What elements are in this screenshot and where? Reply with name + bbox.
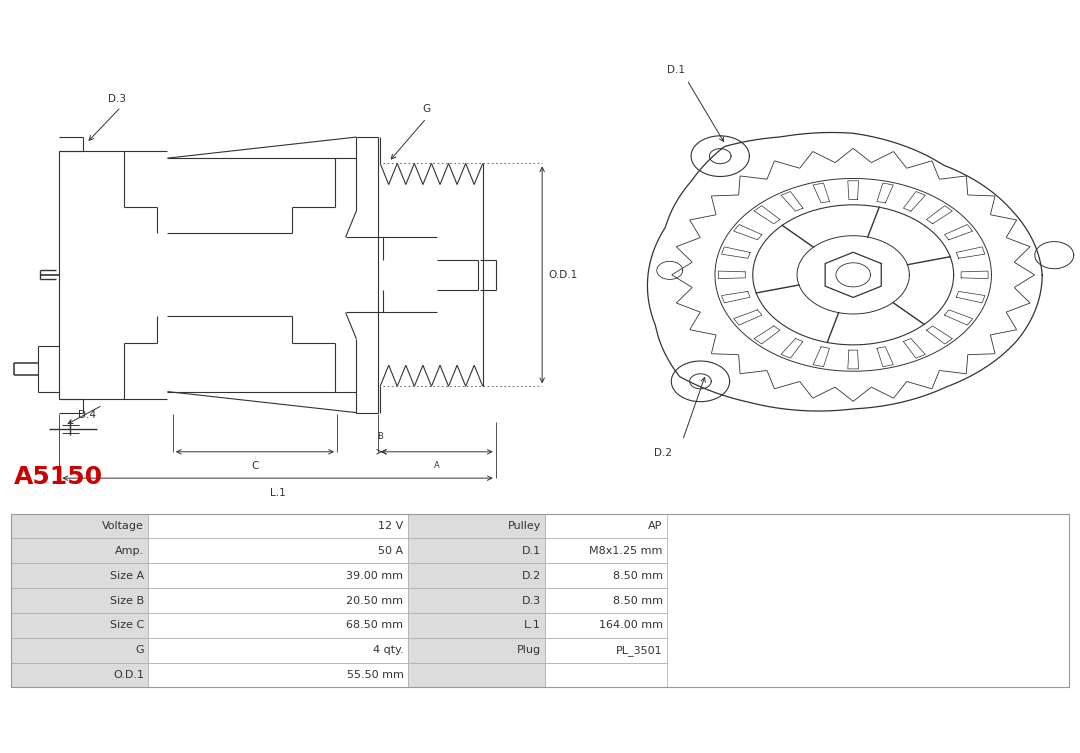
Bar (148, 638, 408, 663)
Text: D.2: D.2 (654, 448, 673, 458)
Text: O.D.1: O.D.1 (549, 270, 578, 280)
Text: 8.50 mm: 8.50 mm (612, 596, 663, 605)
Text: Amp.: Amp. (114, 546, 144, 556)
Bar (11, 538, 148, 563)
Bar (545, 638, 667, 663)
Text: O.D.1: O.D.1 (113, 670, 144, 680)
Bar (545, 588, 667, 613)
Text: 20.50 mm: 20.50 mm (347, 596, 404, 605)
Bar (408, 563, 545, 588)
Bar (148, 588, 408, 613)
Text: A5150: A5150 (14, 465, 104, 489)
Text: C: C (252, 461, 258, 471)
Text: 55.50 mm: 55.50 mm (347, 670, 404, 680)
Text: D.1: D.1 (667, 66, 686, 75)
Text: 12 V: 12 V (378, 521, 404, 531)
Bar (545, 563, 667, 588)
Bar (408, 588, 545, 613)
Text: A: A (434, 461, 440, 470)
Bar (148, 514, 408, 538)
Text: D.4: D.4 (78, 410, 96, 420)
Text: 164.00 mm: 164.00 mm (598, 620, 663, 630)
Text: G: G (135, 645, 144, 655)
Text: 39.00 mm: 39.00 mm (347, 571, 404, 581)
Bar (408, 663, 545, 687)
Bar (11, 638, 148, 663)
Text: Pulley: Pulley (508, 521, 541, 531)
Text: 4 qty.: 4 qty. (373, 645, 404, 655)
Text: B: B (377, 431, 383, 441)
Text: Size B: Size B (110, 596, 144, 605)
Bar (148, 613, 408, 638)
Text: G: G (422, 105, 431, 114)
Text: D.3: D.3 (522, 596, 541, 605)
Text: L.1: L.1 (524, 620, 541, 630)
Bar (148, 563, 408, 588)
Text: D.1: D.1 (522, 546, 541, 556)
Bar (408, 538, 545, 563)
Bar (11, 613, 148, 638)
Text: Size A: Size A (110, 571, 144, 581)
Bar (408, 613, 545, 638)
Bar (11, 588, 148, 613)
Bar (148, 538, 408, 563)
Bar (11, 663, 148, 687)
Bar (545, 613, 667, 638)
Text: D.3: D.3 (108, 94, 126, 104)
Text: Voltage: Voltage (103, 521, 144, 531)
Bar (11, 563, 148, 588)
Bar (408, 514, 545, 538)
Bar (148, 663, 408, 687)
Text: 50 A: 50 A (378, 546, 404, 556)
Text: PL_3501: PL_3501 (616, 645, 663, 656)
Text: Size C: Size C (110, 620, 144, 630)
Text: 8.50 mm: 8.50 mm (612, 571, 663, 581)
Text: L.1: L.1 (270, 488, 285, 498)
Bar (545, 663, 667, 687)
Text: M8x1.25 mm: M8x1.25 mm (590, 546, 663, 556)
Bar (11, 514, 1069, 687)
Text: D.2: D.2 (522, 571, 541, 581)
Text: AP: AP (648, 521, 663, 531)
Bar (545, 538, 667, 563)
Bar (408, 638, 545, 663)
Bar (11, 514, 148, 538)
Text: 68.50 mm: 68.50 mm (347, 620, 404, 630)
Text: Plug: Plug (517, 645, 541, 655)
Bar (545, 514, 667, 538)
